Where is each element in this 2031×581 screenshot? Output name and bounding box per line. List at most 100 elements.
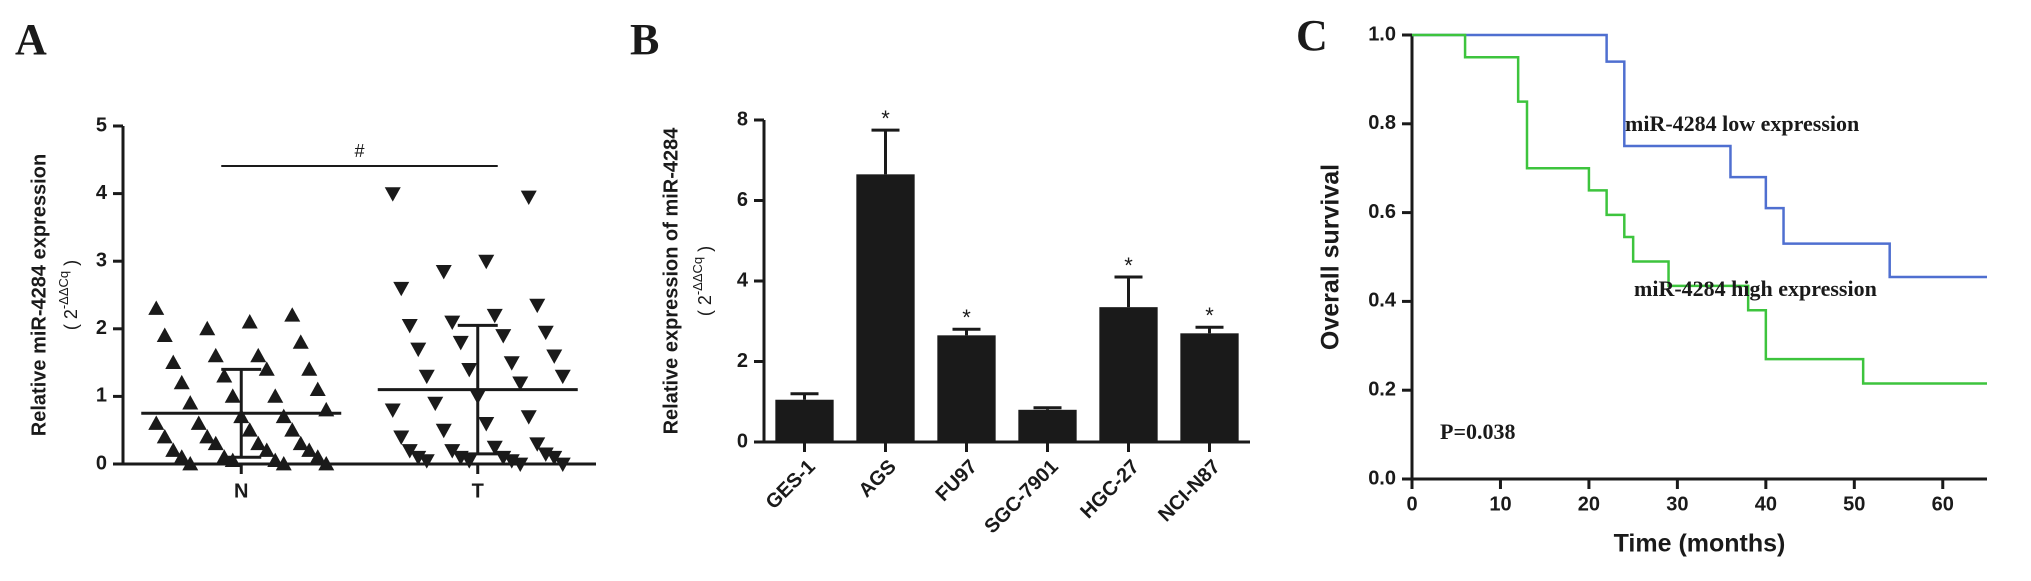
legend-label: miR-4284 low expression <box>1625 111 1859 136</box>
point <box>512 376 529 391</box>
point <box>241 422 258 437</box>
point <box>301 361 318 376</box>
unit-part: ( 2 <box>695 295 715 316</box>
point <box>292 334 309 349</box>
point <box>275 408 292 424</box>
x-tick-label: 0 <box>1406 493 1417 515</box>
x-axis-title: Time (months) <box>1614 530 1786 558</box>
point <box>478 417 495 432</box>
point <box>148 300 165 315</box>
y-tick-label: 0.0 <box>1368 467 1396 489</box>
point <box>216 368 233 383</box>
point <box>461 362 478 378</box>
point <box>554 457 571 472</box>
y-tick-label: 0.2 <box>1368 378 1396 400</box>
legend-label: miR-4284 high expression <box>1634 276 1877 301</box>
panel-label: B <box>630 15 659 64</box>
point <box>224 452 241 468</box>
y-tick-label: 0.8 <box>1368 112 1396 134</box>
y-tick-label: 0.4 <box>1368 290 1397 312</box>
point <box>452 335 469 351</box>
x-tick-label: GES-1 <box>762 456 820 514</box>
point <box>546 450 563 466</box>
point <box>301 442 318 457</box>
panel-label: A <box>15 15 47 64</box>
y-tick-label: 0.6 <box>1368 201 1396 223</box>
point <box>182 456 199 471</box>
y-axis-title: Overall survival <box>1317 164 1345 350</box>
y-tick-label: 8 <box>737 108 748 130</box>
x-tick-label: 60 <box>1932 493 1954 515</box>
point <box>435 423 452 439</box>
x-tick-label: AGS <box>855 456 901 502</box>
point <box>173 374 190 390</box>
point <box>461 454 478 469</box>
point <box>148 415 165 430</box>
point <box>207 347 224 363</box>
x-tick-label: 20 <box>1578 493 1600 515</box>
point <box>384 403 401 418</box>
point <box>393 281 410 297</box>
point <box>418 369 435 385</box>
point <box>520 410 537 425</box>
y-tick-label: 2 <box>737 350 748 372</box>
unit-part: -ΔΔCq <box>56 271 71 309</box>
point <box>444 315 461 331</box>
x-tick-label: 10 <box>1489 493 1511 515</box>
point <box>284 307 301 322</box>
x-tick-label: T <box>472 480 484 502</box>
y-tick-label: 1 <box>96 385 107 407</box>
point <box>267 452 284 468</box>
x-tick-label: FU97 <box>932 456 982 506</box>
y-tick-label: 5 <box>96 114 107 136</box>
y-tick-label: 4 <box>96 182 108 204</box>
point <box>546 349 563 364</box>
significance: * <box>962 305 971 330</box>
point <box>165 354 182 369</box>
point <box>503 356 520 371</box>
point <box>401 319 418 334</box>
point <box>401 444 418 459</box>
y-tick-label: 4 <box>737 269 749 291</box>
significance: * <box>1124 253 1133 278</box>
point <box>250 435 267 451</box>
point <box>241 314 258 329</box>
point <box>537 325 554 341</box>
point <box>318 456 335 471</box>
point <box>529 437 546 452</box>
point <box>199 428 216 444</box>
x-tick-label: 40 <box>1755 493 1777 515</box>
bar <box>775 399 834 442</box>
bar <box>1018 409 1077 442</box>
significance: # <box>354 141 364 161</box>
point <box>284 422 301 437</box>
point <box>520 190 537 205</box>
significance: * <box>881 106 890 131</box>
x-tick-label: 30 <box>1666 493 1688 515</box>
y-axis-title: Relative miR-4284 expression <box>28 154 50 436</box>
point <box>258 442 275 457</box>
significance: * <box>1205 303 1214 328</box>
p-value: P=0.038 <box>1440 419 1515 444</box>
point <box>486 308 503 324</box>
survival-curve <box>1412 33 1987 385</box>
point <box>410 342 427 358</box>
point <box>384 187 401 202</box>
point <box>554 369 571 385</box>
point <box>292 435 309 451</box>
survival-curve <box>1412 33 1987 279</box>
unit-part: ( 2 <box>61 309 81 330</box>
panel-label: C <box>1296 11 1328 60</box>
y-tick-label: 2 <box>96 317 107 339</box>
bar <box>856 174 915 442</box>
point <box>418 454 435 469</box>
unit-part: -ΔΔCq <box>690 257 705 295</box>
point <box>393 430 410 445</box>
unit-part: ) <box>695 246 715 257</box>
x-tick-label: HGC-27 <box>1076 456 1143 523</box>
point <box>199 320 216 336</box>
point <box>190 415 207 430</box>
y-tick-label: 3 <box>96 249 107 271</box>
point <box>309 449 326 464</box>
